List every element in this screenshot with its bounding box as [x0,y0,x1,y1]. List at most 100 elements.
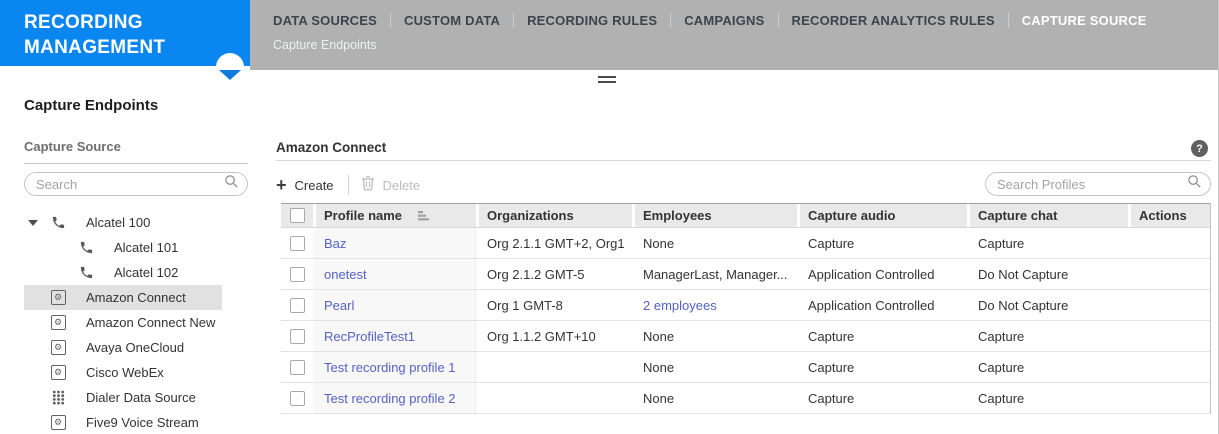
dialpad-icon [50,390,66,405]
tree-item-five9-voice-stream[interactable]: ⚙ Five9 Voice Stream [24,410,222,434]
top-navigation: DATA SOURCES CUSTOM DATA RECORDING RULES… [250,0,1218,70]
table-row: onetest Org 2.1.2 GMT-5 ManagerLast, Man… [281,259,1211,290]
capture-source-tree: Alcatel 100 Alcatel 101 Alcatel 102 ⚙ Am… [24,210,222,434]
tree-item-label: Cisco WebEx [86,365,164,380]
employees-cell: ManagerLast, Manager... [643,266,788,282]
column-header-actions: Actions [1128,204,1211,227]
row-checkbox[interactable] [289,328,305,344]
capture-audio-cell: Application Controlled [808,297,935,313]
profile-name-link[interactable]: Test recording profile 1 [324,359,456,375]
sidebar-search-input[interactable] [36,176,224,192]
capture-source-icon: ⚙ [50,415,66,430]
capture-chat-cell: Capture [978,359,1025,375]
table-row: Test recording profile 2 None Capture Ca… [281,383,1211,414]
row-checkbox[interactable] [289,359,305,375]
profile-name-link[interactable]: onetest [324,266,367,282]
tree-item-alcatel-102[interactable]: Alcatel 102 [24,260,222,285]
tree-item-dialer-data-source[interactable]: Dialer Data Source [24,385,222,410]
employees-cell: None [643,328,675,344]
tree-item-alcatel-101[interactable]: Alcatel 101 [24,235,222,260]
select-all-checkbox[interactable] [289,208,305,223]
capture-audio-cell: Application Controlled [808,266,935,282]
grid-title: Amazon Connect [276,140,387,155]
employees-cell: None [643,390,675,406]
phone-icon [78,265,94,280]
profile-name-link[interactable]: RecProfileTest1 [324,328,416,344]
capture-chat-cell: Capture [978,390,1025,406]
nav-item-recorder-analytics-rules[interactable]: RECORDER ANALYTICS RULES [791,12,995,28]
tree-item-alcatel-100[interactable]: Alcatel 100 [24,210,222,235]
organizations-cell [476,352,632,382]
nav-separator [390,12,391,28]
tree-item-label: Dialer Data Source [86,390,196,405]
tree-item-amazon-connect[interactable]: ⚙ Amazon Connect [24,285,222,310]
table-row: Test recording profile 1 None Capture Ca… [281,352,1211,383]
column-header-profile-name[interactable]: Profile name [313,204,476,227]
tree-item-amazon-connect-new[interactable]: ⚙ Amazon Connect New [24,310,222,335]
table-row: Baz Org 2.1.1 GMT+2, Org1 None Capture C… [281,228,1211,259]
splitter-drag-handle[interactable] [598,76,616,85]
organizations-cell [476,383,632,413]
employees-link[interactable]: 2 employees [643,297,717,313]
column-header-capture-chat[interactable]: Capture chat [967,204,1128,227]
capture-audio-cell: Capture [808,359,855,375]
capture-source-icon: ⚙ [50,315,66,330]
column-header-employees[interactable]: Employees [632,204,797,227]
toolbar-separator [347,175,349,195]
capture-audio-cell: Capture [808,235,855,251]
column-header-capture-audio[interactable]: Capture audio [797,204,967,227]
expand-collapse-caret-icon[interactable] [28,220,38,226]
row-checkbox[interactable] [289,297,305,313]
phone-icon [50,215,66,230]
nav-item-capture-source[interactable]: CAPTURE SOURCE [1021,12,1147,28]
capture-source-icon: ⚙ [50,290,66,305]
profiles-search-input[interactable] [997,176,1187,192]
column-header-organizations[interactable]: Organizations [476,204,632,227]
page-title: Capture Endpoints [24,97,159,114]
app-logo-line2: MANAGEMENT [24,37,166,58]
actions-cell [1128,321,1211,351]
capture-source-icon: ⚙ [50,340,66,355]
help-icon[interactable]: ? [1191,140,1208,157]
search-icon [224,174,239,194]
row-checkbox[interactable] [289,266,305,282]
nav-item-data-sources[interactable]: DATA SOURCES [273,12,377,28]
organizations-cell: Org 2.1.2 GMT-5 [487,266,585,282]
capture-source-icon: ⚙ [50,365,66,380]
profile-name-link[interactable]: Baz [324,235,347,251]
nav-separator [670,12,672,28]
capture-chat-cell: Do Not Capture [978,266,1069,282]
plus-icon: + [276,175,287,195]
organizations-cell: Org 2.1.1 GMT+2, Org1 [487,235,625,251]
nav-item-custom-data[interactable]: CUSTOM DATA [404,12,501,28]
actions-cell [1128,352,1211,382]
profiles-table: Profile name Organizations Employees Cap… [281,203,1211,414]
tree-item-label: Alcatel 101 [114,240,179,255]
profiles-search [985,172,1211,196]
tree-item-avaya-onecloud[interactable]: ⚙ Avaya OneCloud [24,335,222,360]
capture-chat-cell: Do Not Capture [978,297,1069,313]
capture-audio-cell: Capture [808,390,855,406]
select-all-cell [281,204,313,227]
create-button[interactable]: + Create [276,176,334,194]
tree-item-cisco-webex[interactable]: ⚙ Cisco WebEx [24,360,222,385]
delete-button[interactable]: Delete [361,175,420,196]
tree-item-label: Avaya OneCloud [86,340,185,355]
collapse-panel-chevron-icon[interactable] [219,70,241,80]
actions-cell [1128,228,1211,258]
capture-audio-cell: Capture [808,328,855,344]
profile-name-link[interactable]: Pearl [324,297,355,313]
actions-cell [1128,259,1211,289]
row-checkbox[interactable] [289,390,305,406]
employees-cell: None [643,235,675,251]
actions-cell [1128,383,1211,413]
nav-item-recording-rules[interactable]: RECORDING RULES [527,12,658,28]
trash-icon [361,175,375,196]
search-icon [1187,174,1202,194]
nav-item-campaigns[interactable]: CAMPAIGNS [684,12,765,28]
tree-item-label: Five9 Voice Stream [86,415,199,430]
nav-separator [513,12,515,28]
tree-item-label: Alcatel 102 [114,265,179,280]
row-checkbox[interactable] [289,235,305,251]
profile-name-link[interactable]: Test recording profile 2 [324,390,456,406]
